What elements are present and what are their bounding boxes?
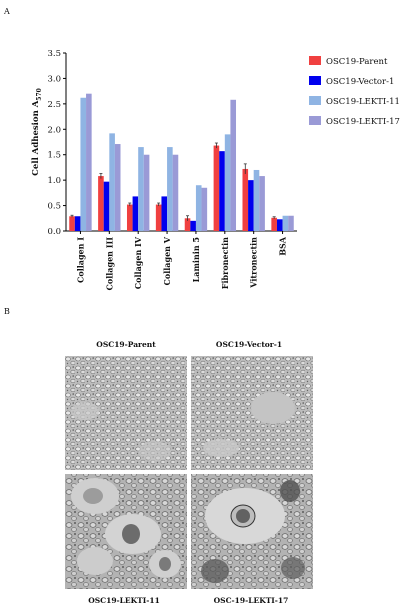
bar bbox=[184, 218, 191, 231]
bar bbox=[201, 187, 208, 231]
category-label: Collagen IV bbox=[133, 236, 143, 289]
panel-a-label: A bbox=[4, 7, 10, 16]
bar bbox=[114, 144, 121, 231]
bar bbox=[213, 145, 220, 231]
y-tick-label: 3.0 bbox=[47, 74, 61, 84]
bar bbox=[161, 196, 168, 231]
bar bbox=[282, 215, 289, 231]
bar bbox=[242, 168, 249, 231]
legend-swatch bbox=[309, 76, 321, 85]
legend-label: OSC19-Parent bbox=[326, 57, 388, 67]
legend-label: OSC19-LEKTI-17 bbox=[326, 117, 400, 127]
category-label: Collagen V bbox=[162, 236, 172, 285]
panel-b-label: B bbox=[4, 307, 10, 316]
micrograph-parent bbox=[65, 356, 187, 470]
bar bbox=[138, 147, 144, 231]
bar bbox=[167, 147, 173, 231]
y-tick-label: 0.5 bbox=[47, 202, 61, 212]
bar bbox=[74, 216, 81, 231]
micrograph-title-vector: OSC19-Vector-1 bbox=[215, 340, 283, 349]
bar bbox=[172, 154, 179, 231]
bar bbox=[230, 99, 237, 231]
bar bbox=[109, 133, 115, 231]
category-label: Vitronectin bbox=[249, 237, 259, 289]
bar bbox=[195, 185, 202, 231]
micrograph-lekti-17 bbox=[191, 474, 313, 589]
y-tick-label: 3.5 bbox=[47, 49, 61, 59]
legend-swatch bbox=[309, 116, 321, 125]
category-label: BSA bbox=[278, 236, 288, 256]
micrograph-title-lekti-17: OSC-19-LEKTI-17 bbox=[213, 596, 289, 605]
bar bbox=[98, 176, 104, 231]
bar bbox=[86, 93, 92, 231]
category-label: Laminin 5 bbox=[191, 237, 201, 282]
bar bbox=[219, 151, 225, 231]
bar bbox=[155, 204, 162, 231]
y-axis-title: Cell Adhesion A570 bbox=[31, 88, 43, 176]
micrograph-grid bbox=[65, 356, 313, 589]
micrograph-vector bbox=[191, 356, 313, 470]
y-tick-label: 2.5 bbox=[47, 100, 61, 110]
category-label: Collagen I bbox=[75, 237, 85, 283]
bar bbox=[248, 180, 254, 231]
legend-label: OSC19-Vector-1 bbox=[326, 77, 394, 87]
micrograph-title-lekti-11: OSC19-LEKTI-11 bbox=[88, 596, 160, 605]
y-tick-label: 2.0 bbox=[47, 125, 61, 135]
y-tick-label: 0.0 bbox=[47, 227, 61, 237]
bar bbox=[253, 169, 260, 231]
legend-swatch bbox=[309, 96, 321, 105]
legend-label: OSC19-LEKTI-11 bbox=[326, 97, 400, 107]
category-label: Fibronectin bbox=[220, 237, 230, 289]
y-tick-label: 1.0 bbox=[47, 176, 61, 186]
bar bbox=[190, 220, 196, 231]
bar bbox=[271, 217, 277, 231]
bar bbox=[224, 134, 231, 231]
bar bbox=[69, 216, 75, 231]
y-tick-label: 1.5 bbox=[47, 151, 61, 161]
bar bbox=[126, 204, 133, 231]
bar bbox=[143, 154, 150, 231]
micrograph-title-parent: OSC19-Parent bbox=[96, 340, 156, 349]
bar bbox=[288, 215, 294, 231]
bar bbox=[80, 97, 87, 231]
bar bbox=[259, 176, 265, 231]
legend-swatch bbox=[309, 56, 321, 65]
bar bbox=[132, 196, 139, 231]
category-label: Collagen III bbox=[104, 237, 114, 291]
micrograph-lekti-11 bbox=[65, 474, 187, 589]
bar bbox=[276, 219, 283, 231]
bar-chart: 0.0 0.5 1.0 1.5 2.0 2.5 3.0 3.5 Collagen I Colla… bbox=[31, 49, 400, 291]
bar bbox=[103, 181, 110, 231]
